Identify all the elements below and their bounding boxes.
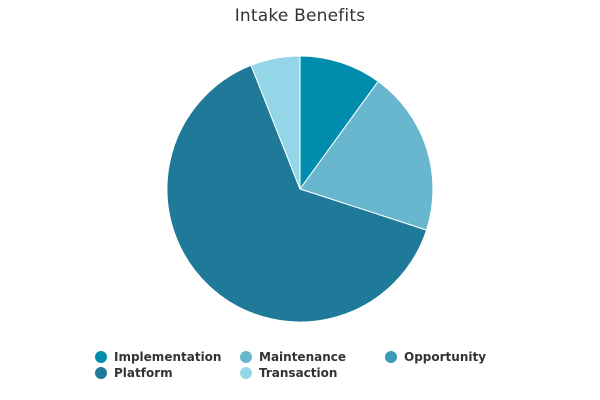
pie-chart xyxy=(166,55,434,323)
legend-swatch-icon xyxy=(240,366,252,379)
chart-title: Intake Benefits xyxy=(234,6,366,26)
legend-label: Transaction xyxy=(259,365,338,380)
legend-item-transaction[interactable]: Transaction xyxy=(240,365,385,380)
legend-label: Opportunity xyxy=(404,349,487,364)
legend-label: Maintenance xyxy=(259,349,347,364)
legend-label: Platform xyxy=(114,365,173,380)
legend-label: Implementation xyxy=(114,349,222,364)
legend-swatch-icon xyxy=(95,350,107,363)
legend-item-platform[interactable]: Platform xyxy=(95,365,240,380)
pie-slice-platform[interactable] xyxy=(166,64,427,323)
legend: Implementation Maintenance Opportunity Plat… xyxy=(95,349,535,380)
legend-item-implementation[interactable]: Implementation xyxy=(95,349,240,364)
pie-slice-maintenance[interactable] xyxy=(299,80,434,231)
legend-swatch-icon xyxy=(95,366,107,379)
legend-swatch-icon xyxy=(385,350,397,363)
legend-item-maintenance[interactable]: Maintenance xyxy=(240,349,385,364)
pie-slice-transaction[interactable] xyxy=(250,55,301,190)
legend-swatch-icon xyxy=(240,350,252,363)
pie-slice-implementation[interactable] xyxy=(299,55,379,190)
pie-slices xyxy=(166,55,434,323)
legend-item-opportunity[interactable]: Opportunity xyxy=(385,349,535,364)
